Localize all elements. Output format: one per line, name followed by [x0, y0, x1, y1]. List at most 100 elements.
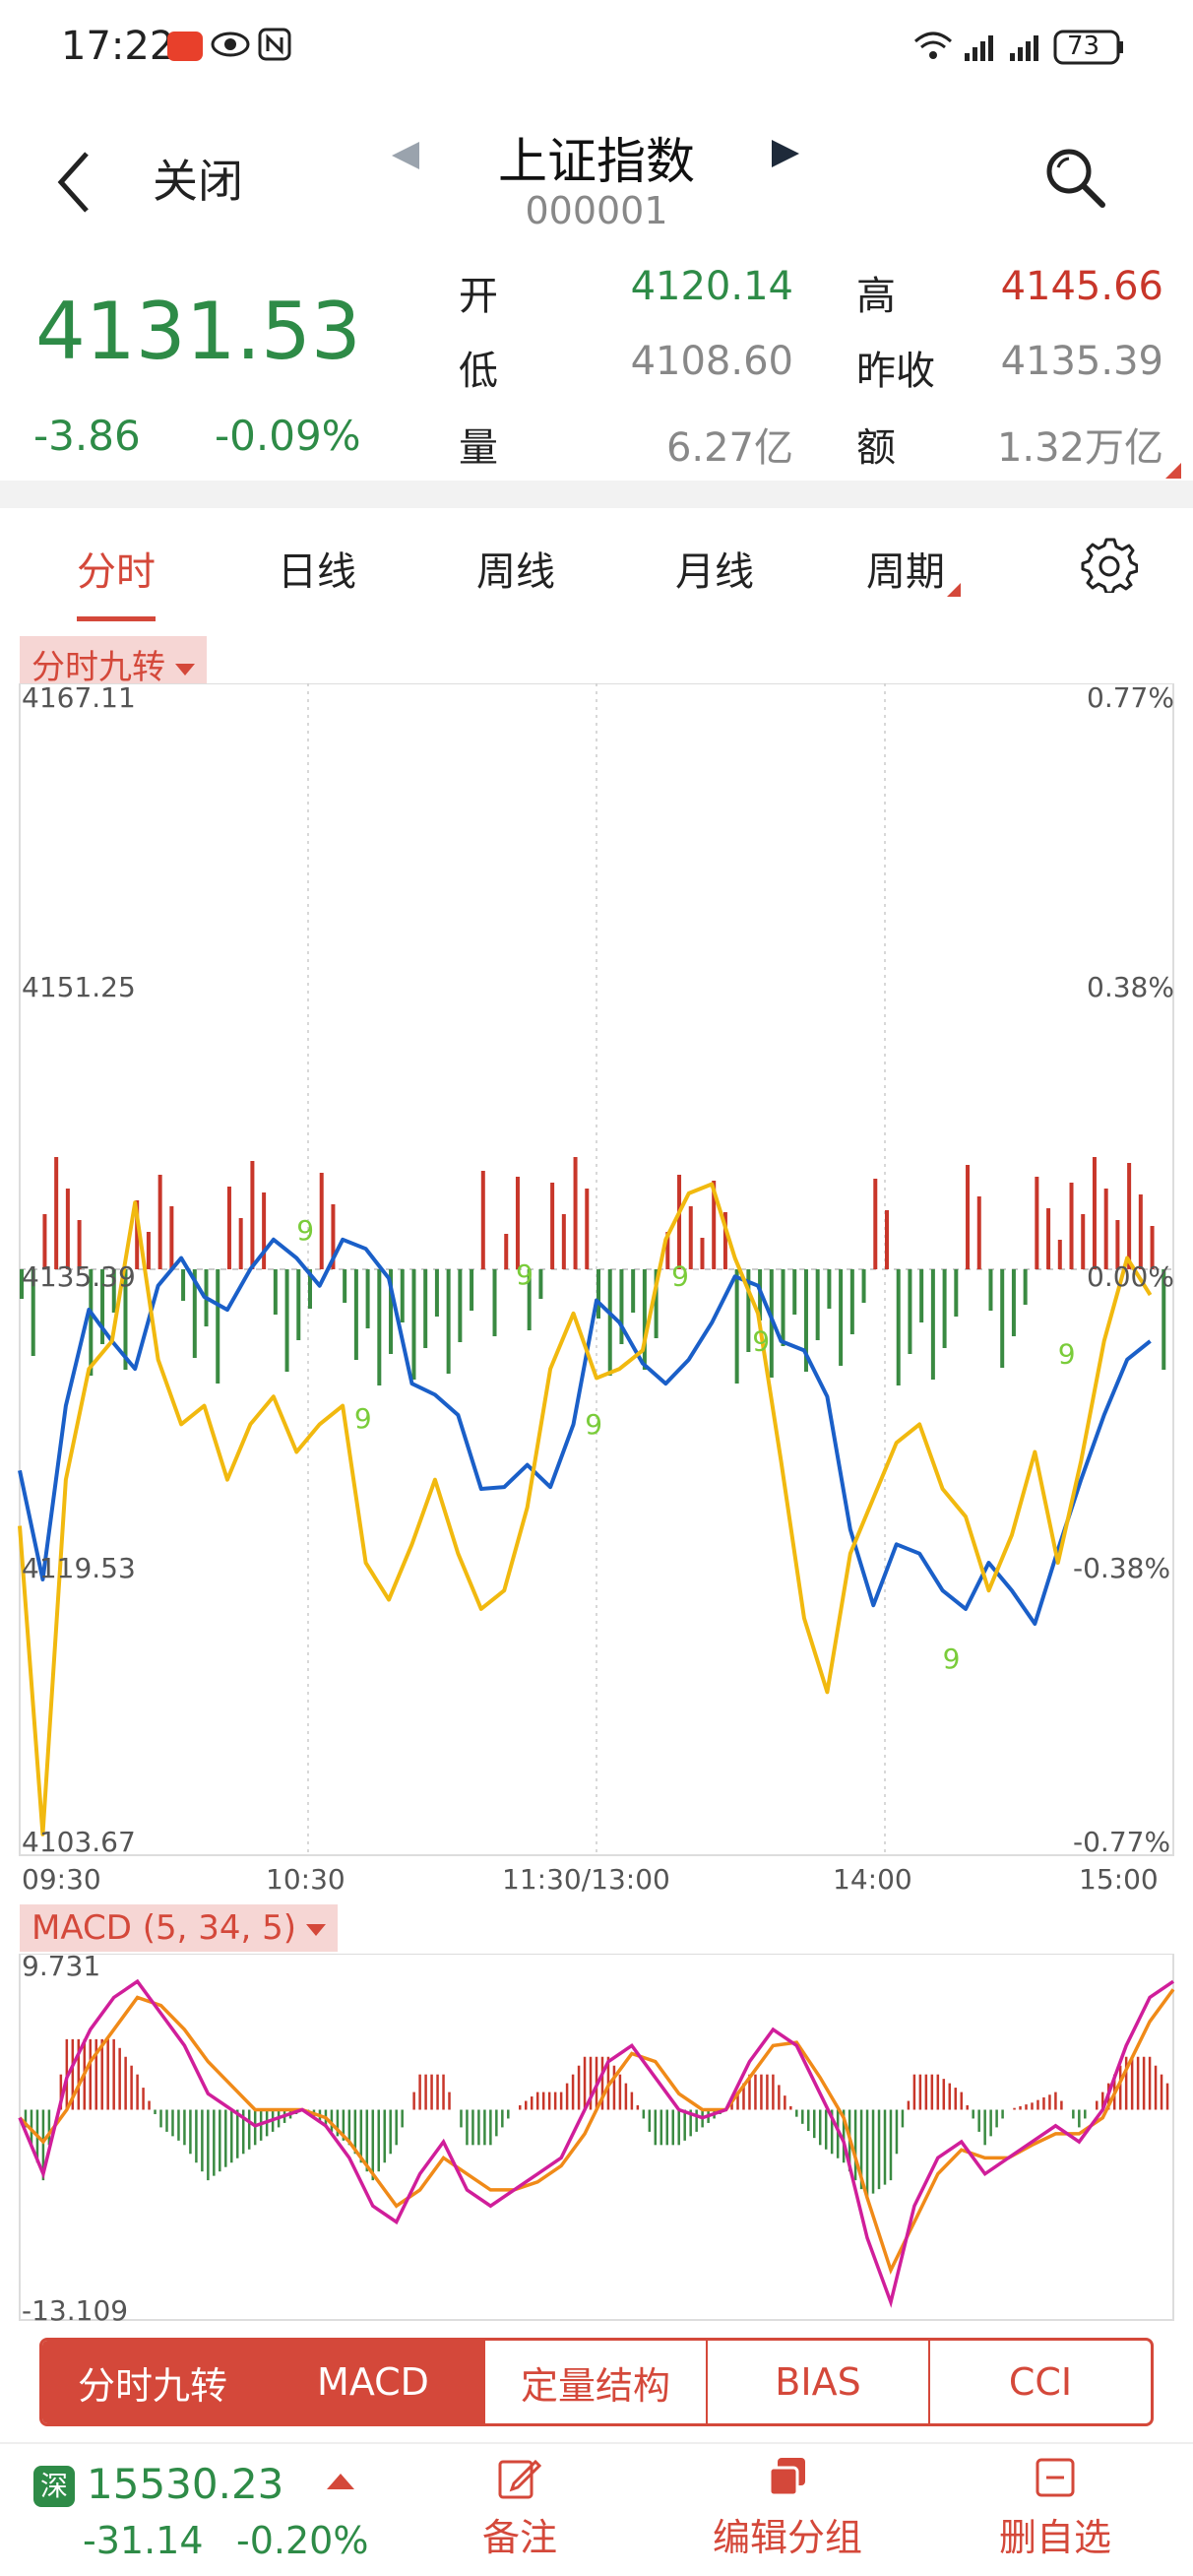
volume-bar — [861, 1269, 866, 1303]
volume-bar — [169, 1206, 174, 1269]
volume-bar — [262, 1192, 267, 1269]
volume-bar — [976, 1196, 981, 1269]
status-bar: 17:22 73 — [0, 0, 1193, 98]
volume-bar — [157, 1175, 162, 1269]
current-price: 4131.53 — [35, 286, 361, 377]
indicator-cci-button[interactable]: CCI — [928, 2341, 1151, 2423]
nine-turn-mark-0: 9 — [296, 1214, 314, 1247]
edit-group-button[interactable]: 编辑分组 — [689, 2454, 886, 2561]
stock-header: 关闭 上证指数 000001 — [0, 98, 1193, 256]
intraday-chart[interactable]: 9 9 9 9 9 9 9 9 — [0, 683, 1193, 1904]
volume-bar — [896, 1269, 901, 1385]
volume-bar — [849, 1269, 854, 1334]
volume-bar — [308, 1269, 312, 1309]
nine-turn-mark-7: 9 — [1058, 1337, 1076, 1370]
y-tick-left-1: 4151.25 — [22, 971, 136, 1003]
volume-bar — [284, 1269, 289, 1372]
volume-bar — [343, 1269, 347, 1303]
indicator-nine-turn-button[interactable]: 分时九转 — [42, 2341, 263, 2423]
note-button[interactable]: 备注 — [421, 2454, 618, 2561]
nine-turn-mark-4: 9 — [671, 1260, 689, 1293]
volume-bar — [654, 1269, 659, 1338]
quote-panel: 4131.53 -3.86 -0.09% 开 4120.14 高 4145.66… — [0, 256, 1193, 481]
volume-bar — [1023, 1269, 1028, 1305]
volume-bar — [181, 1269, 186, 1301]
volume-bar — [111, 1269, 116, 1313]
price-change: -3.86 — [33, 412, 141, 460]
volume-bar — [192, 1269, 197, 1358]
volume-bar — [273, 1269, 278, 1315]
x-tick-2: 11:30/13:00 — [502, 1863, 670, 1896]
chevron-down-icon — [175, 663, 195, 676]
delete-watchlist-button[interactable]: 删自选 — [957, 2454, 1154, 2561]
gear-icon[interactable] — [1081, 536, 1138, 593]
group-stack-icon — [768, 2458, 805, 2497]
volume-bar — [77, 1220, 82, 1269]
x-tick-4: 15:00 — [1079, 1863, 1159, 1896]
prev-close-label: 昨收 — [856, 349, 935, 394]
prev-stock-icon[interactable] — [386, 136, 425, 175]
y-tick-right-2: 0.00% — [1087, 1260, 1174, 1293]
tab-daily[interactable]: 日线 — [278, 549, 356, 595]
high-value: 4145.66 — [1000, 264, 1163, 309]
tab-intraday[interactable]: 分时 — [77, 549, 156, 595]
shenzhen-index-price[interactable]: 15530.23 — [87, 2460, 284, 2508]
indicator-macd-button[interactable]: MACD — [263, 2341, 483, 2423]
volume-bar — [1000, 1269, 1005, 1368]
volume-bar — [31, 1269, 35, 1356]
volume-bar — [919, 1269, 924, 1322]
tab-period[interactable]: 周期 — [866, 549, 945, 595]
tab-monthly[interactable]: 月线 — [675, 549, 754, 595]
macd-chart[interactable] — [0, 1954, 1193, 2328]
edit-note-icon — [498, 2459, 542, 2499]
volume-bar — [54, 1157, 59, 1269]
volume-bar — [781, 1269, 785, 1346]
volume-bar — [712, 1181, 717, 1269]
indicator-quant-structure-button[interactable]: 定量结构 — [483, 2341, 706, 2423]
volume-bar — [966, 1165, 971, 1269]
volume-bar — [423, 1269, 428, 1348]
active-tab-indicator — [77, 616, 156, 621]
volume-bar — [400, 1269, 405, 1322]
bottom-bar: 深 15530.23 -31.14 -0.20% 备注 编辑分组 删自选 — [0, 2442, 1193, 2576]
price-line-0 — [18, 1237, 1152, 1626]
volume-bar — [480, 1171, 485, 1269]
y-tick-left-3: 4119.53 — [22, 1552, 136, 1584]
volume-bar — [1011, 1269, 1016, 1336]
volume-bar — [642, 1269, 647, 1370]
volume-bar — [1115, 1220, 1120, 1269]
tab-weekly[interactable]: 周线 — [476, 549, 555, 595]
back-arrow-icon[interactable] — [51, 148, 100, 217]
volume-bar — [216, 1269, 220, 1384]
macd-frame — [19, 1954, 1174, 2321]
volume-bar — [700, 1238, 705, 1269]
app-notification-icon — [167, 32, 203, 61]
amount-label: 额 — [856, 425, 896, 471]
y-tick-right-0: 0.77% — [1087, 681, 1174, 714]
volume-bar — [226, 1187, 231, 1269]
volume-bar — [573, 1157, 578, 1269]
volume-bar — [470, 1269, 474, 1311]
nfc-icon — [258, 28, 291, 61]
volume-bar — [65, 1189, 70, 1269]
volume-bar — [596, 1269, 600, 1319]
macd-indicator-name: MACD (5, 34, 5) — [31, 1908, 297, 1948]
volume-bar — [1103, 1189, 1108, 1269]
period-tabs: 分时 日线 周线 月线 周期 — [0, 508, 1193, 624]
expand-corner-icon[interactable] — [1165, 463, 1181, 479]
indicator-bias-button[interactable]: BIAS — [706, 2341, 928, 2423]
macd-indicator-label[interactable]: MACD (5, 34, 5) — [20, 1904, 339, 1952]
volume-bar — [734, 1269, 739, 1384]
expand-up-icon[interactable] — [327, 2474, 354, 2489]
volume-bar — [446, 1269, 451, 1374]
y-tick-right-4: -0.77% — [1073, 1826, 1171, 1858]
intraday-indicator-label[interactable]: 分时九转 — [20, 636, 207, 687]
remove-icon — [1036, 2458, 1075, 2497]
volume-bar — [803, 1269, 808, 1372]
open-label: 开 — [459, 274, 498, 319]
next-stock-icon[interactable] — [766, 134, 805, 173]
close-button[interactable]: 关闭 — [153, 155, 243, 208]
volume-bar — [1150, 1226, 1155, 1269]
volume-bar — [458, 1269, 463, 1342]
search-icon[interactable] — [1043, 146, 1106, 209]
